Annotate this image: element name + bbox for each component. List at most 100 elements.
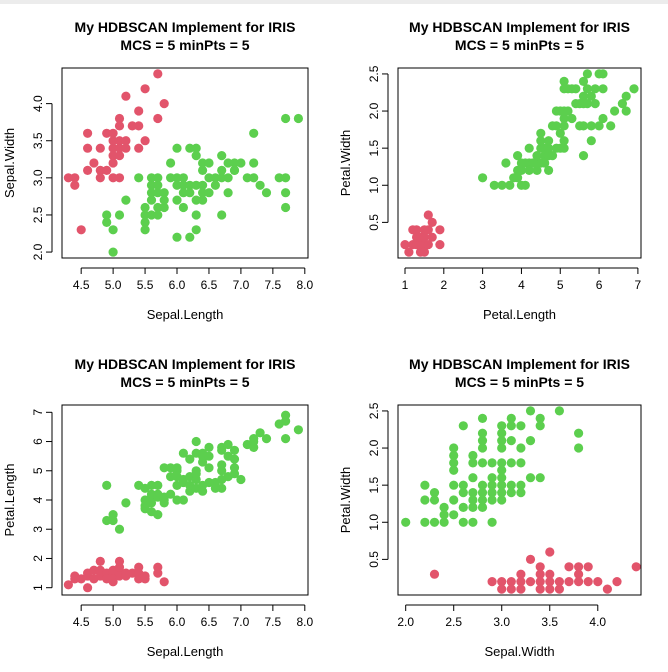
chart-3-series-1-point bbox=[95, 556, 105, 567]
chart-4-series-2-point bbox=[449, 480, 459, 490]
chart-4-series-1-point bbox=[545, 577, 555, 587]
chart-4-series-2-point bbox=[506, 436, 516, 446]
chart-1-series-2-point bbox=[229, 165, 240, 175]
chart-4-series-2-point bbox=[429, 488, 440, 498]
chart-3-series-2-point bbox=[159, 498, 169, 508]
chart-2-series-2-point bbox=[559, 143, 569, 153]
chart-1-series-2-point bbox=[204, 173, 214, 183]
chart-2-series-2-point bbox=[578, 91, 589, 101]
chart-2-series-2-point bbox=[571, 84, 581, 94]
chart-4-series-2-point bbox=[535, 413, 545, 423]
chart-1-series-2-point bbox=[178, 180, 188, 190]
chart-3-series-2-point bbox=[223, 439, 233, 450]
chart-4-series-2-point bbox=[439, 502, 449, 512]
chart-4-series-2-point bbox=[497, 458, 507, 468]
chart-1-series-2-point bbox=[198, 188, 208, 198]
chart-3-panel: My HDBSCAN Implement for IRIS MCS = 5 min… bbox=[2, 356, 313, 659]
chart-3-series-2-point bbox=[178, 495, 188, 505]
chart-3-series-2-point bbox=[108, 515, 118, 526]
chart-1-series-2-point bbox=[191, 180, 201, 190]
chart-4-series-2-point bbox=[439, 517, 449, 527]
chart-3-x-tick-label: 6.5 bbox=[201, 615, 218, 629]
chart-1-series-1-point bbox=[134, 143, 144, 153]
chart-4-series-1-point bbox=[429, 569, 440, 579]
chart-3-series-2-point bbox=[146, 480, 157, 490]
chart-3-series-2-point bbox=[114, 524, 125, 534]
chart-1-series-2-point bbox=[146, 180, 157, 190]
chart-2-series-1-point bbox=[408, 225, 418, 235]
chart-4-series-2-point bbox=[497, 428, 507, 438]
chart-1-series-2-point bbox=[146, 173, 157, 183]
chart-1-series-1-point bbox=[83, 143, 93, 153]
chart-4-series-1-point bbox=[593, 577, 603, 587]
chart-3-x-tick-label: 5.5 bbox=[137, 615, 154, 629]
chart-1-series-1-point bbox=[134, 121, 144, 131]
chart-1-series-1-point bbox=[70, 173, 80, 183]
chart-1-y-tick-label: 2.0 bbox=[31, 243, 45, 260]
chart-1-series-2-point bbox=[102, 217, 112, 227]
chart-2-series-2-point bbox=[586, 91, 596, 101]
chart-1-series-1-point bbox=[134, 106, 144, 116]
chart-4-series-1-point bbox=[574, 577, 584, 587]
chart-4-series-2-point bbox=[497, 495, 507, 505]
chart-3-y-tick-label: 1 bbox=[31, 584, 45, 591]
chart-3-series-2-point bbox=[121, 498, 131, 508]
chart-2-y-tick-label: 1.0 bbox=[367, 177, 381, 194]
chart-2-y-tick-label: 1.5 bbox=[367, 139, 381, 156]
chart-2-series-2-point bbox=[590, 84, 600, 94]
chart-1-series-2-point bbox=[185, 180, 195, 190]
chart-1-series-2-point bbox=[281, 188, 291, 198]
chart-1-x-tick-label: 4.5 bbox=[73, 278, 90, 292]
chart-4-series-1-point bbox=[574, 562, 584, 572]
chart-1-series-2-point bbox=[191, 143, 201, 153]
chart-3-series-1-point bbox=[159, 577, 169, 587]
chart-1-series-2-point bbox=[172, 180, 182, 190]
chart-3-series-2-point bbox=[102, 515, 112, 526]
chart-4-series-2-point bbox=[477, 488, 488, 498]
chart-2-title: My HDBSCAN Implement for IRIS bbox=[409, 19, 630, 35]
chart-2-series-2-point bbox=[528, 158, 538, 168]
chart-3-series-2-point bbox=[172, 466, 182, 476]
chart-1-series-2-point bbox=[191, 151, 201, 161]
chart-2-y-tick-label: 0.5 bbox=[367, 214, 381, 231]
chart-1-series-2-point bbox=[172, 173, 182, 183]
chart-2-series-1-point bbox=[435, 225, 445, 235]
chart-3-y-tick-label: 2 bbox=[31, 555, 45, 562]
chart-1-series-1-point bbox=[108, 128, 118, 138]
chart-4-series-1-point bbox=[516, 577, 526, 587]
chart-1-series-2-point bbox=[191, 195, 201, 205]
chart-4-series-2-point bbox=[449, 510, 459, 520]
chart-4-series-2-point bbox=[516, 443, 526, 453]
chart-2-x-tick-label: 5 bbox=[557, 278, 564, 292]
chart-1-series-2-point bbox=[198, 180, 208, 190]
chart-3-series-2-point bbox=[204, 463, 214, 473]
chart-2-series-1-point bbox=[419, 232, 429, 242]
chart-1-series-2-point bbox=[185, 188, 195, 198]
chart-4-series-2-point bbox=[420, 517, 430, 527]
chart-3-series-2-point bbox=[198, 486, 208, 496]
chart-4-series-2-point bbox=[449, 495, 459, 505]
chart-3-series-2-point bbox=[178, 448, 188, 458]
chart-1-series-2-point bbox=[114, 210, 125, 220]
chart-1-series-2-point bbox=[217, 151, 227, 161]
chart-3-series-2-point bbox=[146, 498, 157, 508]
chart-4-series-2-point bbox=[525, 473, 536, 483]
chart-1-series-2-point bbox=[185, 232, 195, 242]
chart-4-series-2-point bbox=[535, 421, 545, 431]
chart-2-series-1-point bbox=[423, 210, 433, 220]
chart-4-series-2-point bbox=[468, 495, 478, 505]
chart-4-x-axis-label: Sepal.Width bbox=[484, 644, 554, 659]
chart-2-series-2-point bbox=[582, 99, 593, 109]
chart-1-series-2-point bbox=[178, 202, 188, 213]
chart-2-series-1-point bbox=[435, 240, 445, 250]
chart-3-series-2-point bbox=[229, 463, 240, 473]
chart-1-series-1-point bbox=[95, 173, 105, 183]
chart-1-series-1-point bbox=[102, 128, 112, 138]
chart-4-series-2-point bbox=[487, 480, 497, 490]
chart-2-series-2-point bbox=[563, 106, 573, 116]
chart-2-series-2-point bbox=[598, 113, 608, 124]
chart-2-series-2-point bbox=[516, 165, 527, 175]
chart-2-series-2-point bbox=[610, 106, 620, 116]
chart-1-series-2-point bbox=[223, 173, 233, 183]
chart-4-series-1-point bbox=[602, 584, 613, 594]
